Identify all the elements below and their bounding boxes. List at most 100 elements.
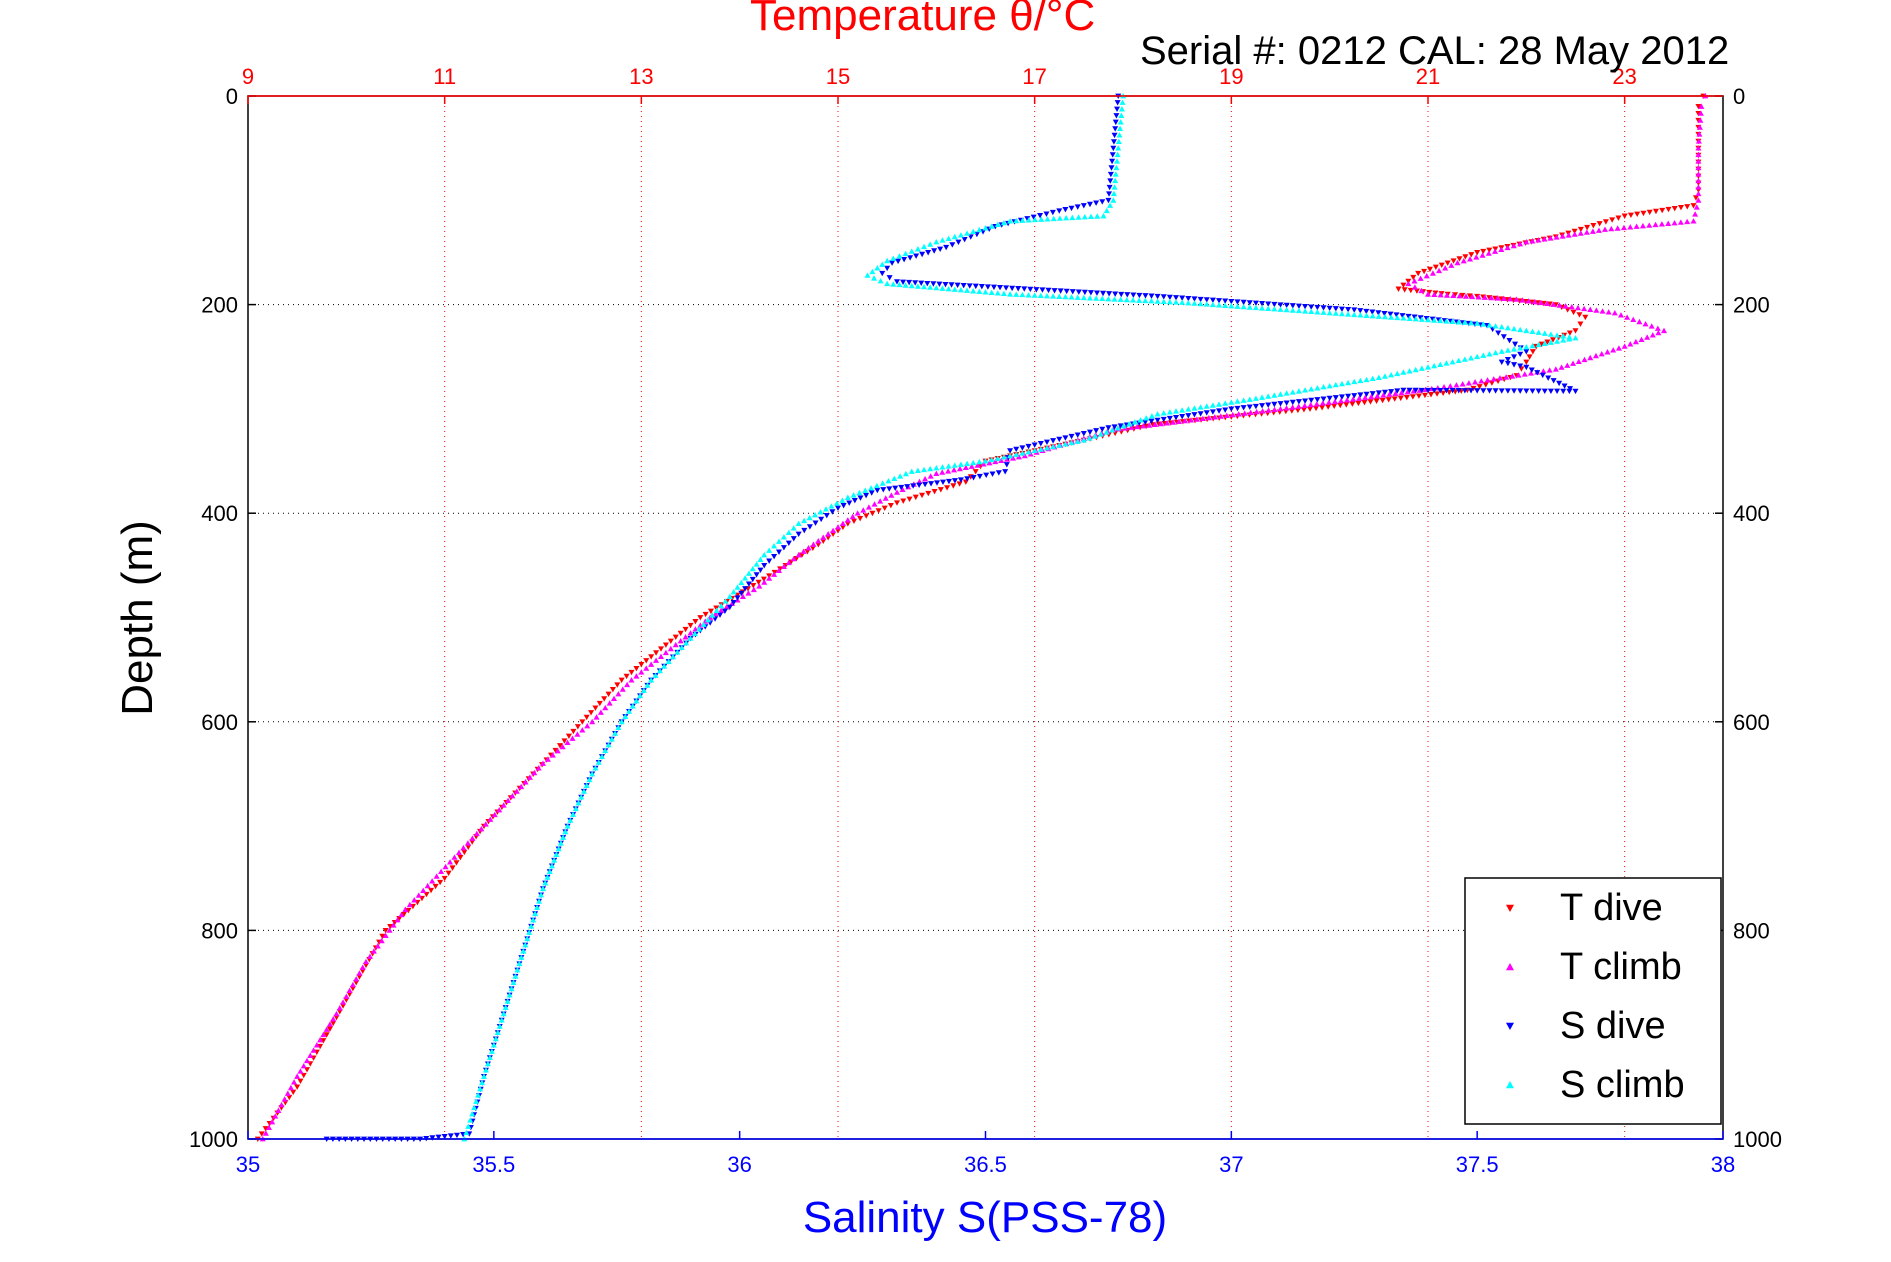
data-point — [1099, 295, 1106, 302]
data-point — [272, 1113, 279, 1119]
data-point — [1308, 304, 1315, 310]
data-point — [1455, 357, 1462, 364]
data-point — [1443, 318, 1450, 324]
data-point — [1103, 429, 1110, 435]
data-point — [951, 286, 958, 292]
data-point — [624, 681, 631, 688]
data-point — [1403, 394, 1410, 401]
data-point — [988, 223, 995, 229]
data-point — [945, 285, 952, 292]
data-point — [570, 811, 577, 817]
data-point — [1421, 268, 1428, 275]
data-point — [1474, 388, 1481, 394]
data-point — [1106, 191, 1113, 197]
data-point — [717, 612, 723, 618]
data-point — [924, 280, 931, 287]
data-point — [562, 828, 569, 835]
data-point — [1113, 164, 1120, 171]
data-point — [986, 459, 993, 466]
data-point — [1421, 392, 1428, 399]
data-point — [667, 645, 674, 652]
data-point — [1075, 214, 1082, 220]
data-point — [865, 504, 872, 510]
data-point — [1332, 381, 1339, 388]
data-point — [846, 500, 853, 506]
data-point — [1480, 388, 1487, 394]
data-point — [1112, 291, 1119, 297]
data-point — [1492, 349, 1499, 356]
data-point — [745, 570, 752, 576]
data-point — [644, 682, 651, 688]
data-point — [1468, 355, 1475, 361]
data-point — [506, 992, 513, 998]
data-point — [491, 811, 498, 818]
data-point — [790, 525, 797, 531]
data-point — [1074, 294, 1081, 300]
data-point — [1074, 204, 1081, 210]
data-point — [1696, 131, 1703, 137]
data-point — [1179, 299, 1186, 305]
data-point — [877, 277, 884, 284]
data-point — [840, 503, 847, 509]
data-point — [830, 531, 837, 538]
data-point — [1355, 400, 1362, 407]
data-point — [1086, 429, 1093, 435]
data-point — [1583, 229, 1590, 235]
data-point — [785, 540, 792, 546]
data-point — [1253, 408, 1260, 415]
data-point — [1456, 293, 1463, 299]
data-point — [465, 1123, 472, 1129]
data-point — [1620, 224, 1627, 231]
data-point — [1381, 373, 1388, 379]
data-point — [549, 752, 556, 758]
data-point — [1051, 288, 1058, 294]
data-point — [992, 458, 999, 465]
data-point — [812, 511, 819, 518]
data-point — [1671, 205, 1678, 212]
data-point — [1577, 321, 1584, 327]
data-point — [290, 1089, 297, 1096]
data-point — [304, 1067, 310, 1073]
data-point — [1695, 145, 1702, 151]
data-point — [894, 279, 900, 285]
data-point — [1111, 424, 1118, 430]
data-point — [1684, 218, 1691, 225]
data-point — [1590, 223, 1597, 229]
x-top-tick-label: 9 — [242, 64, 254, 89]
data-point — [326, 1021, 333, 1027]
data-point — [874, 265, 881, 271]
data-point — [677, 637, 684, 644]
data-point — [957, 461, 964, 467]
data-point — [1142, 293, 1149, 299]
data-point — [1050, 443, 1057, 450]
data-point — [850, 518, 857, 525]
data-point — [968, 463, 975, 469]
data-point — [913, 253, 920, 259]
data-point — [1375, 390, 1382, 396]
data-point — [1455, 319, 1462, 325]
data-point — [323, 1032, 330, 1038]
data-point — [471, 1104, 478, 1111]
data-point — [1375, 310, 1382, 316]
data-point — [1437, 317, 1444, 324]
data-point — [1504, 347, 1511, 353]
data-point — [514, 967, 521, 973]
x-top-tick-label: 15 — [826, 64, 850, 89]
data-point — [1529, 349, 1536, 355]
data-point — [1092, 433, 1099, 439]
data-point — [1136, 292, 1143, 299]
data-point — [567, 817, 574, 823]
data-point — [640, 687, 647, 693]
data-point — [1443, 360, 1450, 366]
data-point — [873, 482, 880, 489]
data-point — [945, 235, 952, 241]
data-point — [1572, 334, 1579, 341]
data-point — [1695, 197, 1702, 203]
data-point — [601, 696, 608, 702]
data-point — [1128, 424, 1135, 430]
data-point — [800, 548, 807, 554]
data-point — [479, 1079, 486, 1086]
data-point — [317, 1036, 324, 1043]
legend: T dive T climb S dive S climb — [1464, 877, 1722, 1125]
data-point — [297, 1068, 304, 1074]
